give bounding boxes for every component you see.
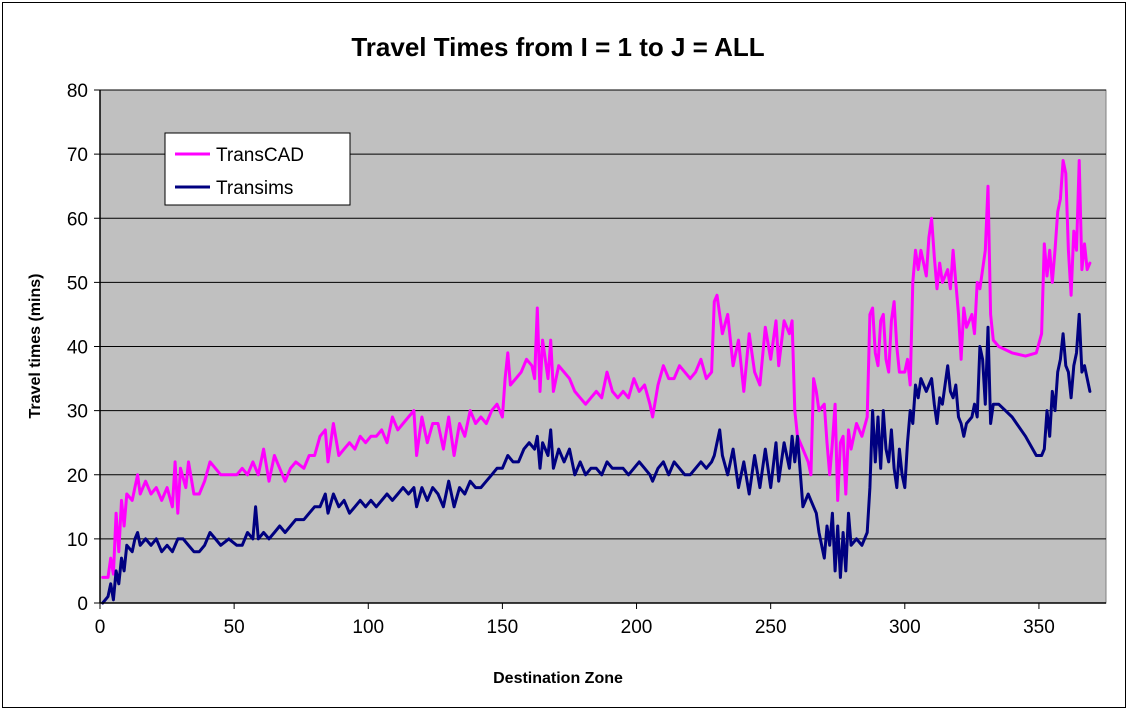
legend-box [164, 132, 351, 206]
legend-label-transims: Transims [216, 178, 293, 199]
x-tick-label-100: 100 [352, 617, 384, 638]
x-tick-label-150: 150 [487, 617, 519, 638]
y-tick-label-60: 60 [67, 209, 88, 230]
x-axis-title: Destination Zone [493, 670, 623, 687]
series-line-transcad [101, 159, 1092, 579]
x-tick-label-200: 200 [621, 617, 653, 638]
y-tick-label-70: 70 [67, 145, 88, 166]
legend: TransCAD Transims [164, 132, 351, 206]
x-tick-label-50: 50 [224, 617, 245, 638]
x-tick-label-350: 350 [1023, 617, 1055, 638]
y-tick-label-40: 40 [67, 338, 88, 359]
y-tick-label-10: 10 [67, 530, 88, 551]
legend-label-transcad: TransCAD [216, 145, 304, 166]
y-axis-title: Travel times (mins) [27, 274, 44, 419]
chart-title: Travel Times from I = 1 to J = ALL [351, 32, 764, 62]
y-tick-label-80: 80 [67, 81, 88, 102]
x-tick-label-250: 250 [755, 617, 787, 638]
series-line-transims [101, 312, 1092, 605]
y-tick-label-30: 30 [67, 402, 88, 423]
axis-ticks: 0 10 20 30 40 50 60 70 80 0 50 100 150 200 250 300 350 [67, 81, 1055, 638]
y-tick-label-0: 0 [77, 594, 88, 615]
series-layer [101, 159, 1092, 605]
x-tick-label-0: 0 [95, 617, 106, 638]
x-tick-label-300: 300 [889, 617, 921, 638]
y-tick-label-20: 20 [67, 466, 88, 487]
y-tick-label-50: 50 [67, 273, 88, 294]
